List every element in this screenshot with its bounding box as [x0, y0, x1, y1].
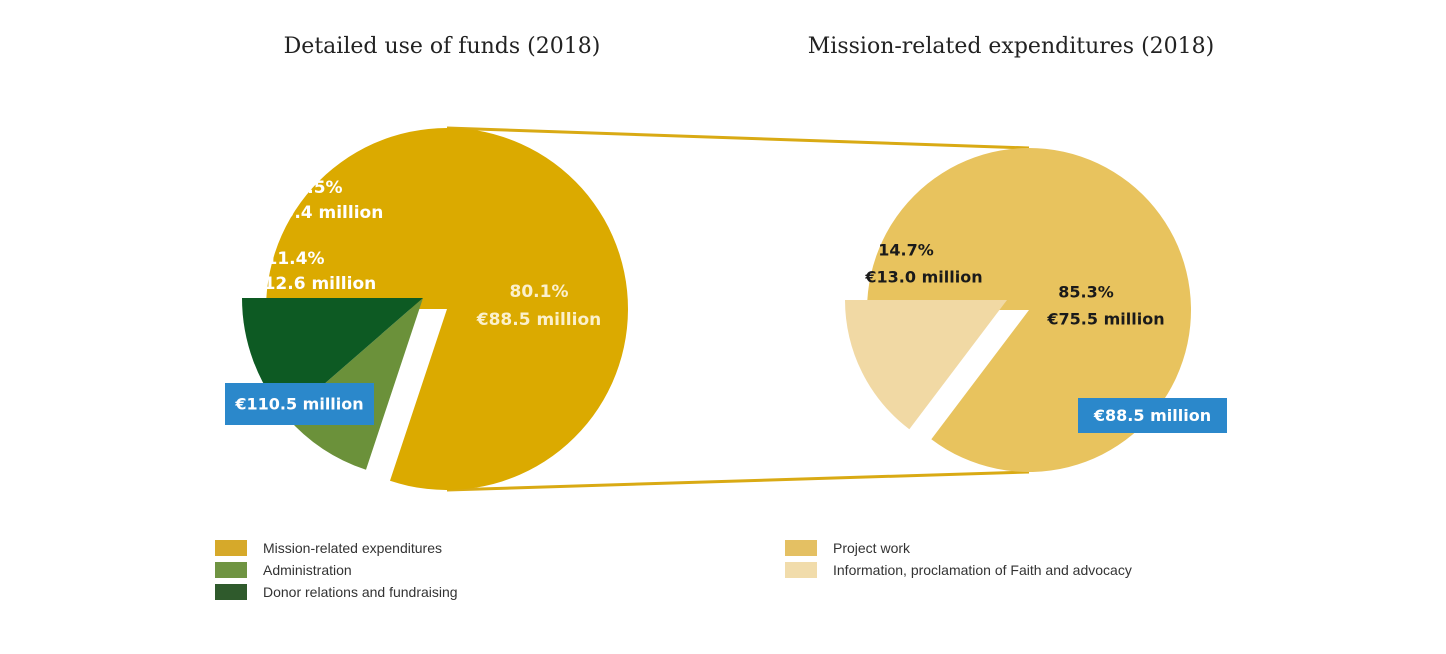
- chart-title-1: Detailed use of funds (2018): [284, 34, 601, 59]
- slice-pct-label-project-work: 85.3%: [1058, 283, 1114, 302]
- legend-item-donor-relations-and-fundraising: Donor relations and fundraising: [215, 581, 458, 603]
- pie-slice-project-work: [866, 147, 1192, 472]
- legend-label: Information, proclamation of Faith and a…: [833, 562, 1132, 578]
- chart-title-2: Mission-related expenditures (2018): [808, 34, 1214, 59]
- slice-pct-label-information-proclamation-of-faith-and-advocacy: 14.7%: [878, 241, 934, 260]
- total-badge-label-1: €110.5 million: [234, 395, 363, 414]
- pie-slice-mission-related-expenditures: [266, 128, 628, 491]
- legend-label: Administration: [263, 562, 352, 578]
- legend-swatch: [215, 540, 247, 556]
- slice-pct-label-administration: 8.5%: [295, 178, 342, 198]
- legend-swatch: [215, 584, 247, 600]
- connector-line-top: [446, 126, 1030, 150]
- legend-swatch: [785, 562, 817, 578]
- legend-swatch: [215, 562, 247, 578]
- pie-slice-information-proclamation-of-faith-and-advocacy: [845, 300, 1007, 430]
- total-badge-1: [225, 383, 374, 425]
- slice-amount-label-donor-relations-and-fundraising: €12.6 million: [251, 274, 377, 294]
- slice-amount-label-mission-related-expenditures: €88.5 million: [476, 310, 602, 330]
- legend-item-project-work: Project work: [785, 537, 1132, 559]
- total-badge-label-2: €88.5 million: [1093, 406, 1211, 425]
- slice-amount-label-project-work: €75.5 million: [1046, 310, 1164, 329]
- slice-pct-label-mission-related-expenditures: 80.1%: [510, 282, 569, 302]
- legend-item-mission-related-expenditures: Mission-related expenditures: [215, 537, 458, 559]
- slice-amount-label-information-proclamation-of-faith-and-advocacy: €13.0 million: [864, 268, 982, 287]
- legend-label: Mission-related expenditures: [263, 540, 442, 556]
- slice-pct-label-donor-relations-and-fundraising: 11.4%: [266, 249, 325, 269]
- legend-item-information-proclamation-of-faith-and-advocacy: Information, proclamation of Faith and a…: [785, 559, 1132, 581]
- legend-use-of-funds: Mission-related expenditures Administrati…: [215, 537, 458, 603]
- legend-label: Donor relations and fundraising: [263, 584, 458, 600]
- connector-line-bottom: [446, 470, 1030, 492]
- total-badge-2: [1078, 398, 1227, 433]
- legend-item-administration: Administration: [215, 559, 458, 581]
- legend-label: Project work: [833, 540, 911, 556]
- legend-mission-expenditures: Project work Information, proclamation of…: [785, 537, 1132, 581]
- legend-swatch: [785, 540, 817, 556]
- slice-amount-label-administration: €9.4 million: [270, 203, 384, 223]
